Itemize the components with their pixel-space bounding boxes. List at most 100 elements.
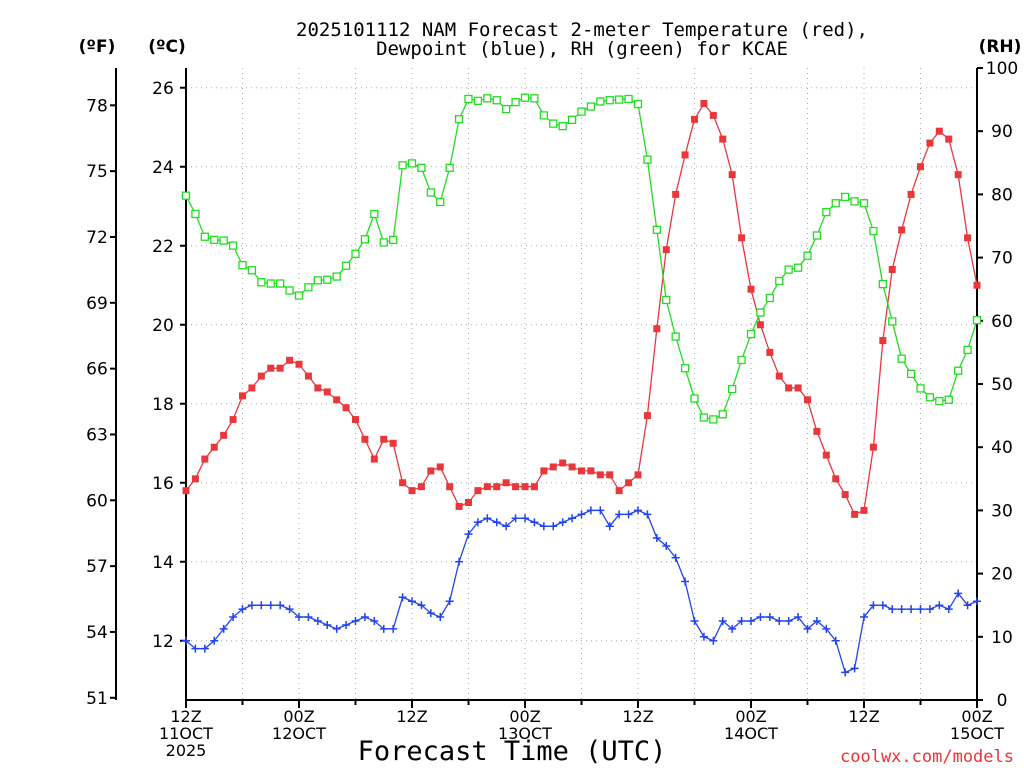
- data-point-rh: [520, 93, 530, 102]
- x-tick-label: 15OCT: [950, 724, 1004, 743]
- data-point-dewpoint: [455, 557, 464, 566]
- data-series: [181, 93, 982, 677]
- data-point-rh: [464, 94, 473, 104]
- data-point-dewpoint: [483, 514, 492, 523]
- data-point-rh: [690, 394, 699, 403]
- data-point-rh: [181, 191, 191, 200]
- data-point-rh: [671, 332, 680, 341]
- data-point-dewpoint: [850, 664, 859, 673]
- data-point-rh: [323, 275, 332, 284]
- data-point-rh: [266, 279, 275, 288]
- data-point-rh: [869, 226, 878, 236]
- data-point-rh: [954, 366, 963, 375]
- data-point-temperature: [399, 479, 407, 487]
- data-point-dewpoint: [219, 624, 228, 633]
- data-point-dewpoint: [907, 605, 916, 614]
- data-point-dewpoint: [200, 644, 209, 653]
- data-point-rh: [699, 413, 709, 422]
- data-point-rh: [191, 209, 200, 219]
- data-point-dewpoint: [794, 613, 803, 622]
- data-point-dewpoint: [530, 518, 539, 527]
- data-point-dewpoint: [257, 601, 266, 610]
- data-point-dewpoint: [916, 605, 925, 614]
- data-point-rh: [228, 241, 238, 250]
- data-point-temperature: [709, 111, 717, 119]
- data-point-temperature: [210, 443, 218, 451]
- fahrenheit-tick-label: 57: [86, 557, 108, 577]
- series-temperature: [182, 100, 981, 518]
- data-point-dewpoint: [549, 522, 558, 531]
- data-point-rh: [775, 276, 784, 286]
- data-point-dewpoint: [436, 613, 445, 622]
- data-point-rh: [586, 102, 596, 111]
- data-point-temperature: [634, 471, 642, 479]
- data-point-rh: [793, 263, 803, 272]
- data-point-dewpoint: [841, 668, 850, 677]
- data-point-rh: [398, 161, 407, 170]
- data-point-temperature: [559, 459, 567, 467]
- data-point-temperature: [926, 139, 934, 147]
- data-point-temperature: [596, 471, 604, 479]
- data-point-rh: [643, 155, 652, 164]
- data-point-dewpoint: [615, 510, 624, 519]
- data-point-rh: [407, 159, 417, 168]
- data-point-rh: [238, 261, 247, 270]
- data-point-rh: [454, 115, 464, 124]
- data-point-temperature: [587, 467, 595, 475]
- data-point-temperature: [935, 127, 943, 135]
- rh-tick-label: 10: [991, 628, 1013, 648]
- data-point-temperature: [483, 483, 491, 491]
- data-point-rh: [502, 104, 511, 114]
- data-point-dewpoint: [699, 632, 708, 641]
- data-point-temperature: [474, 487, 482, 495]
- data-point-rh: [812, 231, 822, 240]
- fahrenheit-tick-label: 72: [86, 228, 108, 248]
- data-point-rh: [859, 199, 869, 208]
- data-point-rh: [360, 235, 370, 244]
- data-point-temperature: [813, 427, 821, 435]
- data-point-dewpoint: [596, 506, 605, 515]
- data-point-temperature: [832, 475, 840, 483]
- data-point-rh: [709, 415, 718, 424]
- rh-tick-label: 30: [991, 501, 1013, 521]
- data-point-temperature: [662, 246, 670, 254]
- data-point-temperature: [681, 151, 689, 159]
- fahrenheit-tick-label: 66: [86, 360, 108, 380]
- data-point-rh: [831, 199, 840, 208]
- data-point-dewpoint: [784, 617, 793, 625]
- data-point-dewpoint: [822, 624, 831, 633]
- data-point-rh: [737, 355, 746, 365]
- rh-tick-label: 40: [991, 438, 1013, 458]
- data-point-temperature: [672, 190, 680, 198]
- axes: 12 14 16 18 20 22 24 26 51 54 57 60 63 66 69 72 75 78 0 10 2…: [86, 59, 1018, 760]
- data-point-dewpoint: [803, 624, 812, 633]
- data-point-temperature: [804, 396, 811, 404]
- data-point-dewpoint: [728, 624, 737, 633]
- data-point-dewpoint: [935, 601, 944, 610]
- rh-tick-label: 80: [991, 185, 1013, 205]
- data-point-dewpoint: [445, 597, 454, 606]
- data-point-temperature: [785, 384, 793, 392]
- data-point-dewpoint: [878, 601, 887, 610]
- x-tick-label: 00Z: [509, 707, 540, 726]
- data-point-rh: [436, 197, 445, 207]
- data-point-temperature: [766, 348, 774, 356]
- data-point-rh: [492, 96, 501, 105]
- data-point-temperature: [201, 455, 209, 463]
- data-point-rh: [219, 236, 228, 245]
- x-tick-label: 14OCT: [724, 724, 778, 743]
- data-point-temperature: [304, 372, 312, 380]
- data-point-dewpoint: [417, 601, 426, 610]
- data-point-rh: [351, 249, 360, 258]
- watermark: coolwx.com/models: [840, 747, 1014, 767]
- data-point-temperature: [342, 404, 350, 412]
- data-point-dewpoint: [869, 601, 878, 610]
- celsius-tick-label: 18: [152, 395, 174, 415]
- data-point-temperature: [907, 190, 915, 198]
- data-point-dewpoint: [229, 613, 238, 622]
- data-point-dewpoint: [323, 620, 332, 629]
- data-point-dewpoint: [285, 605, 294, 614]
- data-point-temperature: [427, 467, 435, 475]
- x-tick-label: 12Z: [396, 707, 427, 726]
